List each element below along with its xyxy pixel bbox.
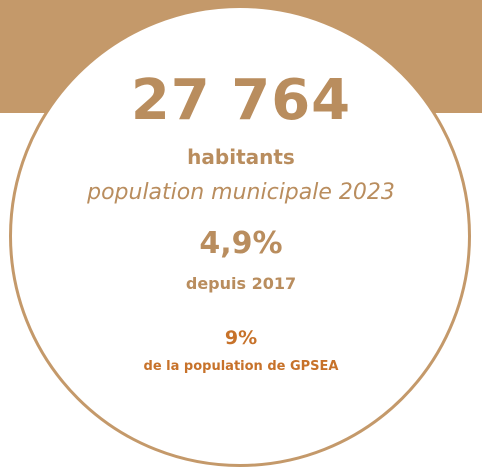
share-caption: de la population de GPSEA <box>143 359 339 374</box>
population-value: 27 764 <box>130 68 352 133</box>
population-unit: habitants <box>187 145 295 169</box>
population-caption: population municipale 2023 <box>87 180 395 205</box>
share-value: 9% <box>224 327 258 349</box>
growth-value: 4,9% <box>199 226 283 261</box>
stat-circle <box>9 5 471 467</box>
growth-caption: depuis 2017 <box>185 274 297 293</box>
